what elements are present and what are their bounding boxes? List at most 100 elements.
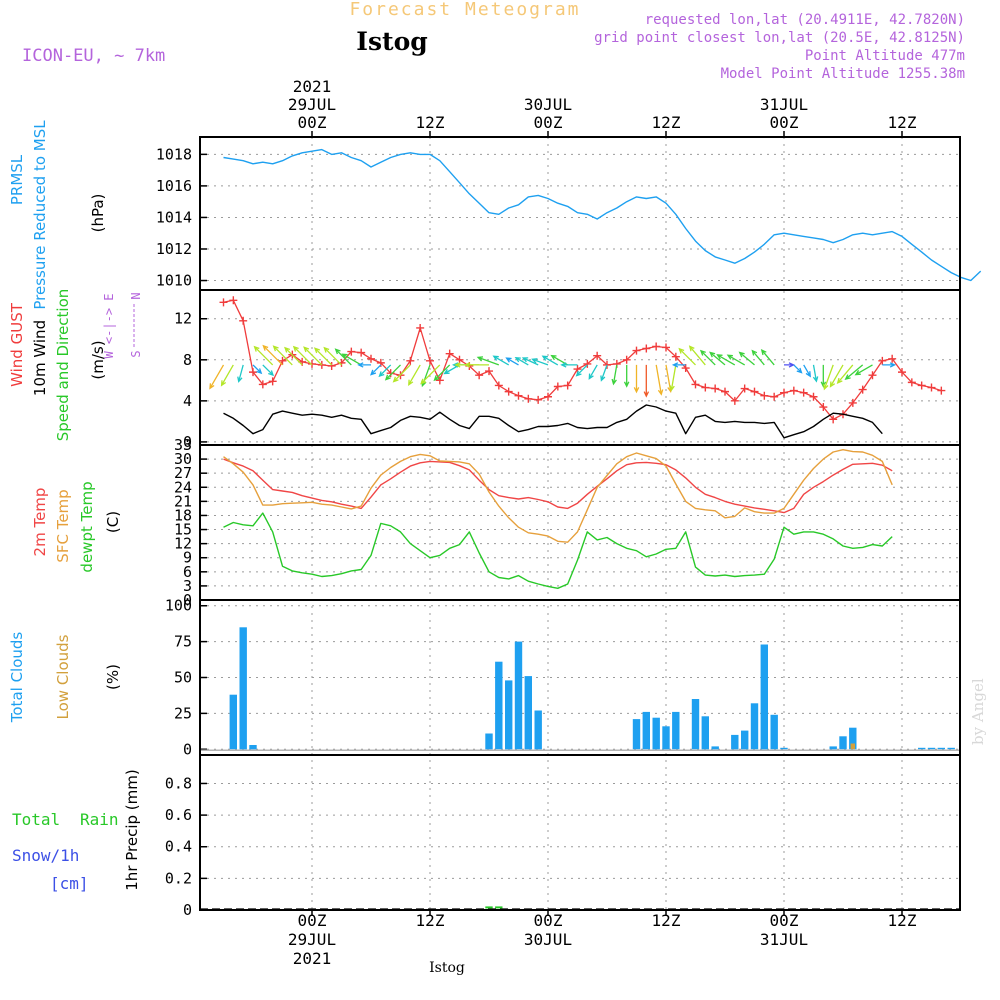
precip-unit: 1hr Precip (mm) [123,769,141,890]
wind-direction-arrow [784,362,796,368]
bottom-year-label: 2021 [293,949,332,968]
wind-direction-arrow [323,346,342,366]
wind-gust-point [622,355,631,364]
top-year-label: 2021 [293,77,332,96]
temperature-ytick-label: 27 [174,464,192,482]
chart-title: Forecast Meteogram [349,0,580,20]
top-date-label: 30JUL [524,95,572,114]
temperature-ytick-label: 6 [183,563,192,581]
wind-gust-point [671,352,680,361]
wind-direction-arrow [844,364,864,381]
pressure-unit: (hPa) [89,194,107,233]
wind-10m-label: 10m Wind [31,320,49,396]
wind-ytick-label: 4 [183,392,192,410]
wind-direction-arrow [600,364,608,382]
snow-label: Snow/1h [12,846,79,865]
total-cloud-bar [652,717,660,750]
wind-direction-arrow [803,364,811,378]
wind-unit: (m/s) [89,340,107,379]
pressure-label: Pressure Reduced to MSL [31,120,49,310]
temperature-ytick-label: 9 [183,549,192,567]
temperature-ytick-label: 21 [174,492,192,510]
temperature-ytick-label: 18 [174,506,192,524]
wind-direction-arrow [420,364,441,385]
total-cloud-bar [642,711,650,750]
temp-unit: (C) [104,511,122,533]
total-cloud-bar [770,714,778,750]
wind-direction-arrow [793,364,803,374]
bottom-time-label: 12Z [416,911,445,930]
wind-gust-point [927,383,936,392]
wind-gust-point [249,368,257,377]
wind-direction-arrow [378,364,392,378]
wind-gust-point [219,298,228,307]
rain-label: Rain [80,810,119,829]
precipitation-ytick-label: 0.8 [165,774,192,792]
total-cloud-bar [849,727,857,750]
total-cloud-bar [662,726,670,750]
compass-s: S [129,350,143,357]
wind-gust-point [514,391,523,400]
total-cloud-bar [534,710,542,750]
top-time-label: 12Z [888,113,917,132]
wind-gust-point [534,395,543,404]
temperature-ytick-label: 3 [183,577,192,595]
precipitation-ytick-label: 0.4 [165,838,192,856]
pressure-ytick-label: 1018 [156,145,192,163]
wind-direction-arrow [433,364,451,382]
wind-gust-point [907,378,916,387]
wind-gust-point [829,415,838,424]
total-cloud-bar [514,641,523,750]
wind-direction-arrow [560,362,578,368]
wind-direction-arrow [812,364,819,383]
precipitation-ytick-label: 0.2 [165,869,192,887]
pressure-line [223,148,982,282]
top-time-label: 12Z [416,113,445,132]
pressure-ytick-label: 1016 [156,177,192,195]
wind-gust-point [848,398,857,407]
wind-direction-arrow [623,364,630,388]
wind-direction-arrow [751,349,765,366]
rain-bar [485,906,493,909]
wind-gust-point [583,359,592,368]
clouds-ytick-label: 0 [183,740,192,758]
total-cloud-bar [760,644,768,750]
wind-gust-point [721,387,729,396]
wind-10m-line [223,404,883,439]
temp-sfc-line [223,449,893,543]
wind-direction-arrow [521,357,539,366]
wind-direction-arrow [237,364,244,383]
temperature-ytick-label: 12 [174,535,192,553]
wind-direction-arrow [492,355,510,366]
wind-gust-line [223,299,942,420]
wind-gust-point [789,386,798,395]
bottom-time-label: 12Z [888,911,917,930]
wind-gust-point [475,371,484,380]
total-cloud-bar [731,734,739,750]
clouds-ytick-label: 50 [174,669,192,687]
wind-direction-arrow [252,364,263,375]
wind-direction-arrow [262,344,283,366]
wind-gust-point [858,385,867,394]
wind-direction-arrow [357,362,371,368]
wind-gust-point [229,296,238,305]
wind-direction-arrow [760,348,775,366]
wind-gust-point [357,348,366,357]
model-altitude: Model Point Altitude 1255.38m [721,66,965,82]
total-clouds-label: Total Clouds [8,632,26,724]
total-cloud-bar [495,661,503,750]
wind-direction-arrow [669,364,677,392]
temp-2m-line [223,458,893,514]
wind-gust-point [268,377,277,386]
total-cloud-bar [741,730,749,750]
wind-direction-arrow [463,362,489,368]
snow-unit-label: [cm] [50,874,89,893]
total-cloud-bar [691,699,700,750]
wind-gust-point [937,386,946,395]
wind-direction-arrow [575,364,588,377]
total-cloud-bar [229,694,237,750]
wind-direction-arrow [643,364,650,398]
wind-gust-point [367,354,375,363]
temperature-ytick-label: 15 [174,521,192,539]
wind-direction-arrow [284,346,303,366]
